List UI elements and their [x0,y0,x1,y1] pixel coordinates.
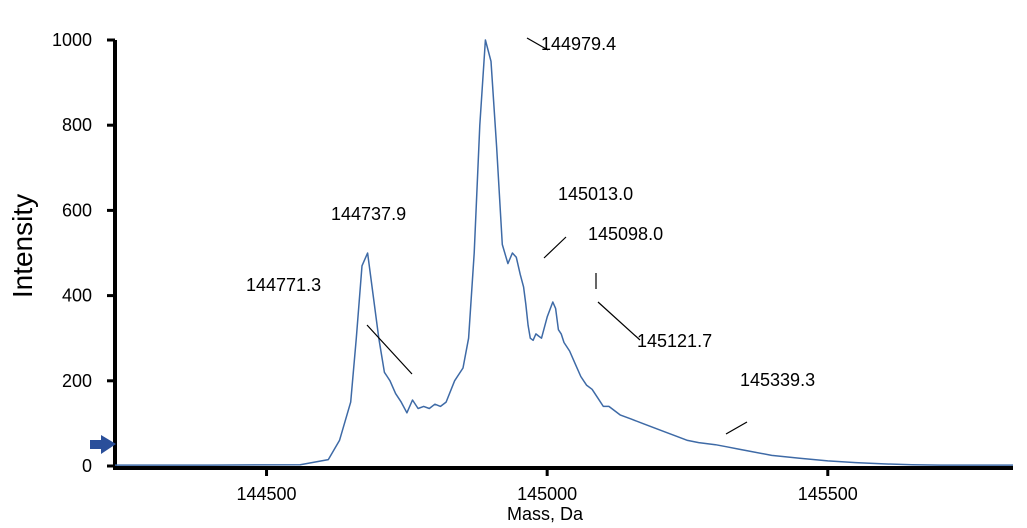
y-tick-label: 200 [62,371,92,391]
x-tick-label: 145000 [517,484,577,504]
leader-line-1 [366,324,413,375]
y-tick-label: 0 [82,456,92,476]
peak-label-145098-0: 145098.0 [588,224,663,244]
peak-labels: 144737.9 144771.3 144979.4 145013.0 1450… [246,34,815,390]
peak-label-145013-0: 145013.0 [558,184,633,204]
peak-label-144979-4: 144979.4 [541,34,616,54]
axes [113,40,1013,470]
leader-line-2 [526,37,549,51]
y-tick-label: 800 [62,115,92,135]
peak-label-144771-3: 144771.3 [246,275,321,295]
x-tick-label: 145500 [798,484,858,504]
leader-line-5 [597,301,641,341]
x-tick-label: 144500 [236,484,296,504]
y-tick-label: 600 [62,200,92,220]
y-tick-label: 1000 [52,30,92,50]
spectrum-series-line [115,39,1013,466]
leader-line-6 [725,421,748,435]
leader-line-3 [543,236,567,259]
peak-label-145339-3: 145339.3 [740,370,815,390]
y-ticks: 0 200 400 600 800 1000 [52,30,115,476]
peak-label-145121-7: 145121.7 [637,331,712,351]
y-tick-label: 400 [62,286,92,306]
arrow-right-icon [90,435,116,454]
peak-label-144737-9: 144737.9 [331,204,406,224]
y-axis-title: Intensity [7,194,38,298]
x-ticks: 144500 145000 145500 [236,468,858,504]
x-axis-title: Mass, Da [507,504,584,524]
annotation-leader-lines [366,37,748,435]
